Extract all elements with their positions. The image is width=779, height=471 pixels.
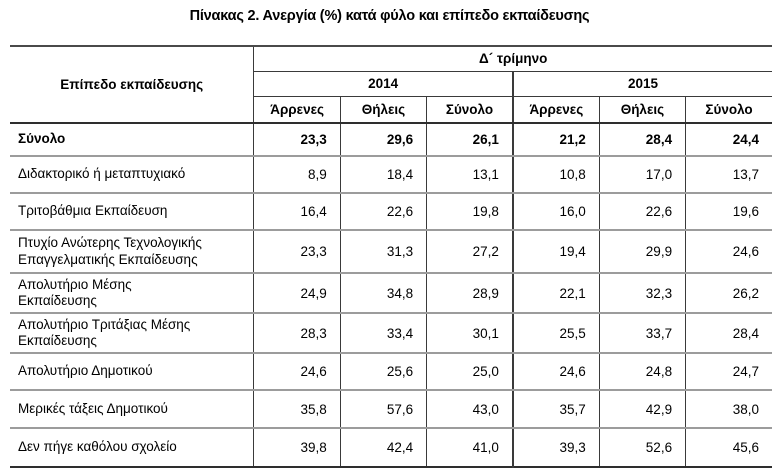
unemployment-table: Επίπεδο εκπαίδευσης Δ´ τρίμηνο 2014 2015… — [10, 45, 772, 468]
value-cell: 8,9 — [253, 156, 341, 194]
col-total-2014: Σύνολο — [426, 96, 514, 124]
value-cell: 28,4 — [599, 123, 687, 157]
value-cell: 22,6 — [340, 193, 428, 231]
value-cell: 16,4 — [253, 193, 341, 231]
value-cell: 13,1 — [426, 156, 514, 194]
table-row: Σύνολο 23,3 29,6 26,1 21,2 28,4 24,4 — [10, 123, 772, 157]
education-level-header: Επίπεδο εκπαίδευσης — [10, 46, 255, 124]
row-label: Απολυτήριο Τριτάξιας Μέσης Εκπαίδευσης — [10, 313, 255, 354]
value-cell: 42,9 — [599, 390, 687, 429]
value-cell: 19,8 — [426, 193, 514, 231]
value-cell: 13,7 — [685, 156, 772, 194]
table-row: Τριτοβάθμια Εκπαίδευση 16,4 22,6 19,8 16,0 22… — [10, 193, 772, 231]
value-cell: 22,6 — [599, 193, 687, 231]
table-row: Απολυτήριο Τριτάξιας Μέσης Εκπαίδευσης 28… — [10, 313, 772, 354]
table-header: Επίπεδο εκπαίδευσης Δ´ τρίμηνο 2014 2015… — [10, 46, 772, 124]
value-cell: 25,6 — [340, 353, 428, 391]
value-cell: 24,7 — [685, 353, 772, 391]
row-label: Μερικές τάξεις Δημοτικού — [10, 390, 255, 429]
value-cell: 26,1 — [426, 123, 514, 157]
value-cell: 32,3 — [599, 273, 687, 314]
value-cell: 45,6 — [732, 440, 759, 455]
col-females-2014: Θήλεις — [340, 96, 428, 124]
value-cell: 29,9 — [599, 230, 687, 274]
value-cell: 19,6 — [685, 193, 772, 231]
value-cell: 24,8 — [599, 353, 687, 391]
value-cell: 18,4 — [340, 156, 428, 194]
row-label: Απολυτήριο Μέσης Εκπαίδευσης — [10, 273, 255, 314]
value-cell: 21,2 — [512, 123, 600, 157]
value-cell: 39,3 — [512, 428, 600, 467]
header-row-columns: Άρρενες Θήλεις Σύνολο Άρρενες Θήλεις Σύν… — [10, 96, 772, 124]
value-cell: 10,8 — [512, 156, 600, 194]
table-row: Μερικές τάξεις Δημοτικού 35,8 57,6 43,0 35,7… — [10, 390, 772, 429]
value-cell: 43,0 — [426, 390, 514, 429]
header-row-years: 2014 2015 — [10, 71, 772, 97]
row-label: Τριτοβάθμια Εκπαίδευση — [10, 193, 255, 231]
row-label: Σύνολο — [10, 123, 255, 157]
value-cell: 24,9 — [253, 273, 341, 314]
value-cell: 28,9 — [426, 273, 514, 314]
value-cell: 38,0 — [685, 390, 772, 429]
year-2015-header: 2015 — [512, 71, 772, 97]
value-cell: 42,4 — [340, 428, 428, 467]
col-males-2015: Άρρενες — [512, 96, 600, 124]
table-row: Απολυτήριο Δημοτικού 24,6 25,6 25,0 24,6 24,8… — [10, 353, 772, 391]
value-cell: 24,4 — [685, 123, 772, 157]
value-cell: 34,8 — [340, 273, 428, 314]
year-2014-header: 2014 — [253, 71, 514, 97]
value-cell: 17,0 — [599, 156, 687, 194]
value-cell: 27,2 — [426, 230, 514, 274]
value-cell: 35,8 — [253, 390, 341, 429]
value-cell: 41,0 — [426, 428, 514, 467]
value-cell: 31,3 — [340, 230, 428, 274]
value-cell: 52,6 — [599, 428, 687, 467]
value-cell: 25,0 — [426, 353, 514, 391]
value-cell: 29,6 — [340, 123, 428, 157]
table-row: Πτυχίο Ανώτερης Τεχνολογικής Επαγγελματι… — [10, 230, 772, 274]
value-cell: 39,8 — [253, 428, 341, 467]
value-cell: 22,1 — [512, 273, 600, 314]
value-cell: 23,3 — [253, 230, 341, 274]
table-row: Δεν πήγε καθόλου σχολείο 39,8 42,4 41,0 39,3… — [10, 428, 772, 467]
row-label: Δεν πήγε καθόλου σχολείο — [10, 428, 255, 467]
value-cell: 33,7 — [599, 313, 687, 354]
value-cell: 30,1 — [426, 313, 514, 354]
page-title: Πίνακας 2. Ανεργία (%) κατά φύλο και επί… — [189, 8, 590, 24]
row-label: Απολυτήριο Δημοτικού — [10, 353, 255, 391]
value-cell: 26,2 — [685, 273, 772, 314]
row-label: Διδακτορικό ή μεταπτυχιακό — [10, 156, 255, 194]
value-cell: 16,0 — [512, 193, 600, 231]
col-males-2014: Άρρενες — [253, 96, 341, 124]
table-row: Απολυτήριο Μέσης Εκπαίδευσης 24,9 34,8 28,9… — [10, 273, 772, 314]
col-total-2015: Σύνολο — [685, 96, 772, 124]
value-cell: 24,6 — [253, 353, 341, 391]
header-row-period: Επίπεδο εκπαίδευσης Δ´ τρίμηνο — [10, 46, 772, 124]
value-cell: 25,5 — [512, 313, 600, 354]
value-cell: 35,7 — [512, 390, 600, 429]
table-row: Διδακτορικό ή μεταπτυχιακό 8,9 18,4 13,1 10,… — [10, 156, 772, 194]
value-cell: 28,3 — [253, 313, 341, 354]
period-header: Δ´ τρίμηνο — [253, 46, 772, 72]
col-females-2015: Θήλεις — [599, 96, 687, 124]
value-cell: 24,6 — [685, 230, 772, 274]
value-cell: 57,6 — [340, 390, 428, 429]
value-cell: 33,4 — [340, 313, 428, 354]
value-cell: 24,6 — [512, 353, 600, 391]
value-cell: 19,4 — [512, 230, 600, 274]
value-cell: 28,4 — [685, 313, 772, 354]
table-body: Σύνολο 23,3 29,6 26,1 21,2 28,4 24,4 Διδακτορικ… — [10, 123, 772, 467]
row-label: Πτυχίο Ανώτερης Τεχνολογικής Επαγγελματι… — [10, 230, 255, 274]
value-cell: 23,3 — [253, 123, 341, 157]
